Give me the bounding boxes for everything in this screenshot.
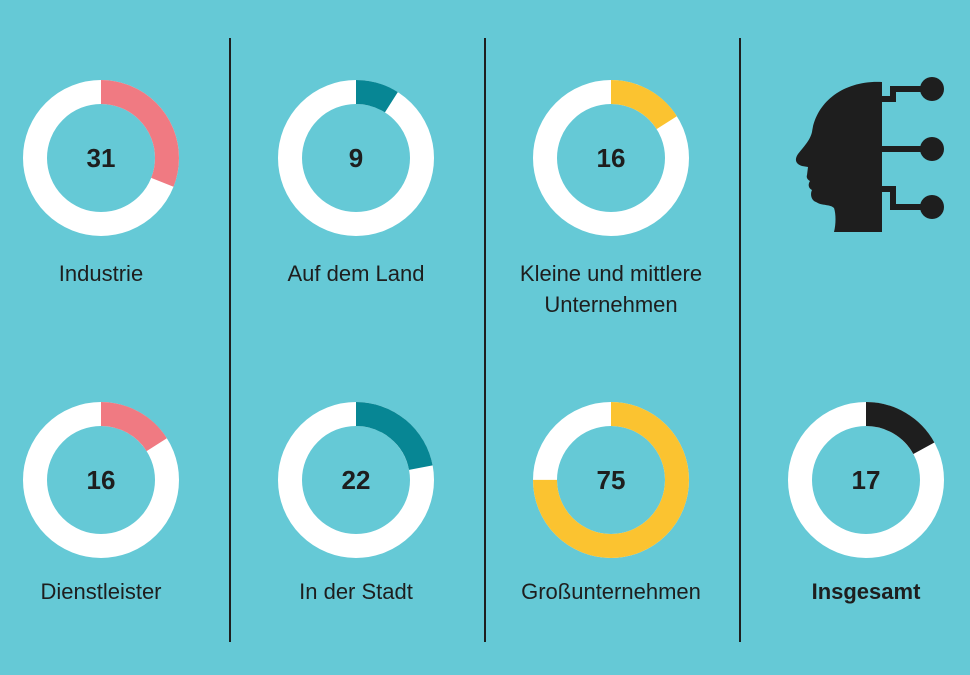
donut-item: 75 Großunternehmen (491, 400, 731, 607)
column-divider-3 (739, 38, 741, 642)
donut-chart: 16 (533, 80, 689, 236)
donut-item: 16 Dienstleister (0, 400, 221, 607)
donut-category-label: Insgesamt (811, 579, 921, 604)
donut-value-arc (278, 402, 434, 558)
donut-value-arc (278, 80, 434, 236)
ai-head-circuit-icon (795, 77, 944, 233)
donut-value-arc (788, 402, 944, 558)
donut-item: 22 In der Stadt (236, 400, 476, 607)
donut-chart: 16 (23, 402, 179, 558)
donut-chart: 31 (23, 80, 179, 236)
donut-category-label: Auf dem Land (287, 261, 425, 286)
donut-value-label: 16 (597, 143, 626, 173)
donut-value-label: 17 (852, 465, 881, 495)
donut-item: 16 Kleine und mittlere Unternehmen (491, 78, 731, 320)
donut-value-arc (23, 402, 179, 558)
donut-chart: 9 (278, 80, 434, 236)
donut-value-label: 9 (349, 143, 363, 173)
donut-value-label: 75 (597, 465, 626, 495)
donut-value-arc (533, 402, 689, 558)
donut-chart: 22 (278, 402, 434, 558)
donut-chart: 17 (788, 402, 944, 558)
donut-category-label: In der Stadt (299, 579, 413, 604)
column-divider-1 (229, 38, 231, 642)
donut-item: 31 Industrie (0, 78, 221, 289)
donut-category-label: Großunternehmen (521, 579, 701, 604)
column-divider-2 (484, 38, 486, 642)
donut-item: 17 Insgesamt (746, 400, 970, 607)
donut-category-label: Dienstleister (40, 579, 162, 604)
donut-item: 9 Auf dem Land (236, 78, 476, 289)
donut-value-arc (23, 80, 179, 236)
donut-category-label: Kleine und mittlere Unternehmen (519, 261, 703, 317)
donut-category-label: Industrie (58, 261, 144, 286)
donut-value-arc (533, 80, 689, 236)
donut-chart: 75 (533, 402, 689, 558)
donut-value-label: 16 (87, 465, 116, 495)
donut-value-label: 31 (87, 143, 116, 173)
donut-value-label: 22 (342, 465, 371, 495)
